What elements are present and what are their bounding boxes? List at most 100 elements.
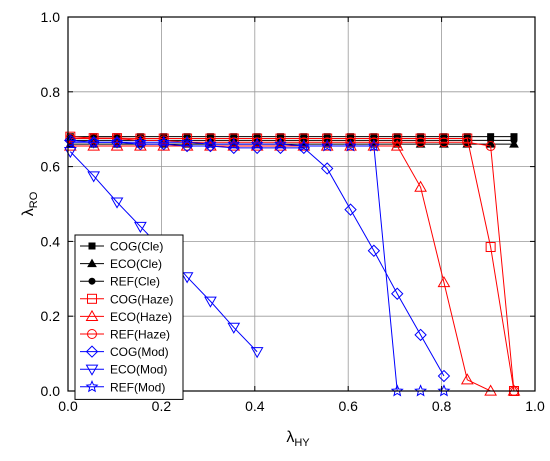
data-point [460,373,474,385]
y-tick-label: 0.6 [41,159,61,175]
legend-marker [85,364,99,376]
x-axis-label: λHY [286,429,310,449]
y-tick-label: 0.0 [41,383,61,399]
data-point [182,133,193,144]
data-point [274,141,287,155]
data-point [64,134,77,147]
legend-marker [88,277,96,285]
grid [68,17,535,391]
data-point [204,296,217,308]
data-point [205,133,216,144]
legend-entry: COG(Mod) [80,345,169,359]
x-tick-label: 0.0 [58,398,78,414]
series-line [70,139,445,377]
x-axis-label-sub: HY [294,437,310,449]
tick-labels: 0.0 0.2 0.4 0.6 0.8 1.0 0.0 0.2 0.4 0.6 0.8 1.0 [41,9,545,414]
data-point [485,242,496,253]
data-point [110,197,124,209]
series-line [70,141,444,392]
data-point [87,171,101,183]
y-axis-label: λRO [20,191,40,216]
legend-marker [85,379,99,393]
legend-marker [85,345,99,358]
data-point [367,139,381,152]
legend-entry: REF(Haze) [80,328,170,342]
data-point [391,287,404,300]
x-tick-label: 0.4 [245,398,265,414]
legend-entry: ECO(Mod) [80,363,167,377]
data-point [392,137,403,148]
data-point [390,139,404,151]
x-tick-label: 0.8 [432,398,452,414]
data-point [462,133,473,144]
legend-label: REF(Haze) [110,328,170,342]
legend-marker [87,329,97,339]
y-tick-label: 0.4 [41,233,61,249]
data-point [462,137,473,148]
legend-entry: COG(Haze) [80,292,173,306]
data-point [180,139,194,153]
data-point [180,272,194,284]
x-tick-label: 0.6 [338,398,358,414]
data-point [88,133,99,144]
data-point [134,221,147,233]
data-point [227,141,240,155]
data-point [345,137,356,148]
legend-label: COG(Cle) [110,240,163,254]
data-point [345,133,356,144]
plot-frame [67,16,536,392]
data-point [392,133,403,144]
data-point [344,203,357,216]
data-point [180,135,194,148]
data-point [484,384,497,396]
data-point [87,135,101,148]
data-point [438,137,449,148]
data-point [322,137,333,148]
data-point [250,141,264,155]
data-point [322,133,333,144]
y-tick-label: 0.8 [41,84,61,100]
y-tick-label: 0.2 [41,308,61,324]
x-tick-label: 1.0 [525,398,545,414]
data-point [414,180,427,192]
data-point [437,276,451,288]
legend-label: COG(Mod) [110,345,169,359]
data-point [415,133,426,144]
legend-label: ECO(Mod) [110,363,167,377]
data-point [250,347,264,359]
data-point [274,137,287,150]
legend-entry: REF(Mod) [80,379,165,394]
data-point [437,369,451,383]
legend-label: ECO(Haze) [110,310,172,324]
data-point [344,139,358,152]
data-point [203,137,217,150]
series-REF(Mod) [63,135,451,397]
data-point [297,139,311,152]
data-point [437,384,451,397]
legend-entry: COG(Cle) [80,240,163,254]
legend-entry: ECO(Cle) [80,257,162,271]
legend-marker [87,293,97,304]
data-point [414,328,427,342]
y-axis-label-sub: RO [28,191,40,208]
data-point [438,133,449,144]
data-point [157,135,171,148]
legend-marker [88,242,96,250]
data-point [320,162,334,175]
legend-label: REF(Cle) [110,275,160,289]
data-point [367,244,381,257]
legend-entry: ECO(Haze) [80,309,172,324]
data-point [227,137,241,150]
legend-label: REF(Mod) [110,380,165,394]
data-point [250,137,264,150]
data-point [390,384,404,397]
y-axis-label-main: λ [20,208,37,216]
data-point [320,139,334,152]
y-tick-label: 1.0 [41,9,61,25]
data-point [510,136,518,144]
legend-label: ECO(Cle) [110,257,162,271]
legend-label: COG(Haze) [110,292,173,306]
data-point [298,137,309,148]
data-point [320,139,334,151]
data-point [65,133,76,144]
